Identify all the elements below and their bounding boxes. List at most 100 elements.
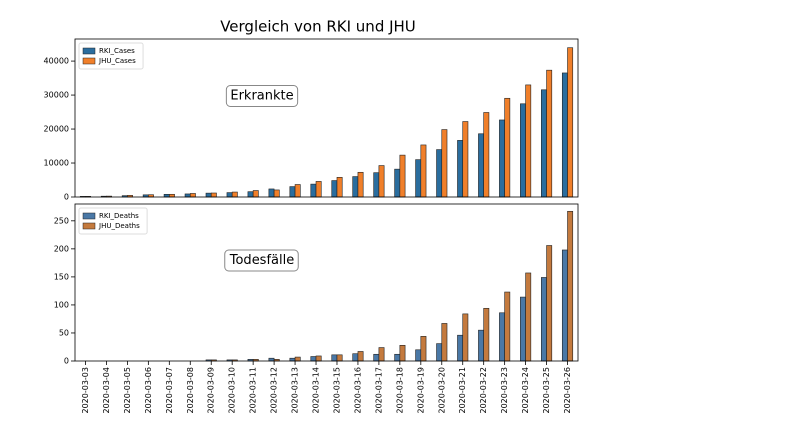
bar [415,159,422,198]
x-tick-label: 2020-03-20 [437,367,446,414]
y-tick-label: 250 [54,216,69,225]
bar [357,351,364,362]
bar [163,193,170,198]
x-tick-label: 2020-03-21 [458,367,467,414]
x-tick-label: 2020-03-09 [207,367,216,414]
bar [394,353,401,362]
bar [504,97,511,198]
bar [378,347,385,362]
x-tick-label: 2020-03-12 [270,367,279,414]
annotation-box [225,85,299,107]
bar [273,189,280,198]
bar [315,355,322,362]
y-tick-label: 30000 [44,91,69,100]
bar [441,323,448,362]
bar [357,171,364,198]
bar [504,291,511,362]
bar [478,133,484,198]
x-tick-label: 2020-03-10 [228,367,237,414]
annotation: Erkrankte [230,89,293,104]
x-tick-label: 2020-03-05 [123,367,132,414]
bar [210,192,217,198]
x-tick-label: 2020-03-16 [353,367,362,414]
legend-swatch [82,222,96,230]
x-tick-label: 2020-03-23 [500,367,509,414]
x-tick-label: 2020-03-14 [312,367,321,414]
legend-box [78,207,148,235]
x-tick-label: 2020-03-15 [332,367,341,414]
bar [483,307,490,362]
bar [541,277,547,362]
bar [457,334,464,362]
bar [378,165,385,198]
bar [567,47,574,198]
bar [478,329,484,362]
bar [499,119,505,198]
bar [420,144,427,198]
bar [520,296,526,362]
bar [310,356,317,362]
axes-frame [74,203,579,362]
bar [294,184,301,198]
bar [462,313,469,362]
legend-label: JHU_Cases [98,57,136,65]
y-tick-label: 0 [64,193,69,202]
bar [336,354,343,362]
bar [567,210,574,362]
bar [331,180,338,198]
x-tick-label: 2020-03-22 [479,367,488,414]
x-tick-label: 2020-03-26 [563,367,572,414]
bar [289,357,296,362]
x-tick-label: 2020-03-07 [165,367,174,414]
legend-label: RKI_Deaths [99,212,139,220]
bar [331,354,338,362]
x-tick-label: 2020-03-04 [102,367,111,414]
y-tick-label: 40000 [44,57,69,66]
bar [352,353,359,362]
bar [336,177,343,198]
y-tick-label: 100 [54,300,69,309]
legend-label: RKI_Cases [99,47,135,55]
bar [252,190,259,198]
annotation-box [224,249,299,272]
x-tick-label: 2020-03-17 [374,367,383,414]
bar [561,72,568,198]
y-tick-label: 150 [54,272,69,281]
y-tick-label: 20000 [44,125,69,134]
bar [294,356,301,362]
bar [546,245,553,362]
bar [373,353,380,362]
bar [189,193,196,198]
bar [415,349,422,362]
annotation: Todesfälle [229,253,294,268]
bar [289,186,296,198]
legend-swatch [82,57,96,65]
bar [231,191,238,198]
bar [399,344,406,362]
bar [420,336,427,362]
figure-title: Vergleich von RKI und JHU [220,18,416,36]
bar [546,69,553,198]
bar [457,140,464,198]
bar [226,192,233,198]
y-tick-label: 50 [59,328,69,337]
bar [436,343,443,362]
bar [561,249,568,362]
bar [399,154,406,198]
bar [462,121,469,198]
legend-swatch [82,212,96,220]
bar [268,357,275,362]
x-tick-label: 2020-03-24 [521,367,530,414]
axes-frame [74,38,579,198]
bar [525,272,532,362]
bar [310,183,317,198]
x-tick-label: 2020-03-25 [542,367,551,414]
legend-swatch [82,47,96,55]
y-tick-label: 200 [54,244,69,253]
bar [169,193,175,198]
bar [205,192,212,198]
bar [499,312,505,362]
bar [184,193,191,198]
bar [394,168,401,198]
